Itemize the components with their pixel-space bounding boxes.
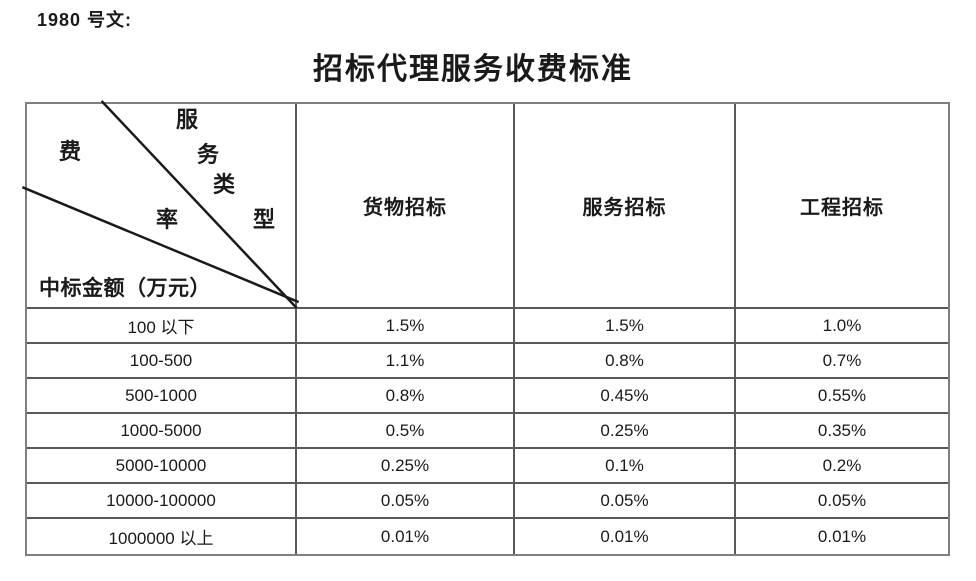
- rate-value: 0.01%: [297, 519, 515, 554]
- row-label: 10000-100000: [27, 484, 297, 519]
- column-header-service: 服务招标: [515, 104, 736, 309]
- diagonal-split-lines: [21, 100, 300, 309]
- rate-value: 0.2%: [736, 449, 948, 484]
- rate-value: 1.1%: [297, 344, 515, 379]
- corner-char-service-type: 类: [213, 172, 236, 197]
- rate-value: 0.05%: [297, 484, 515, 519]
- rate-value: 0.5%: [297, 414, 515, 449]
- fee-standard-table: 服 务 类 型 费 率 中标金额（万元） 货物招标 服务招标 工程招标 100 …: [21, 100, 950, 556]
- corner-char-service-type: 型: [253, 207, 276, 232]
- corner-char-rate: 费: [59, 139, 82, 164]
- row-label: 1000000 以上: [27, 519, 297, 554]
- rate-value: 0.1%: [515, 449, 736, 484]
- rate-value: 0.45%: [515, 379, 736, 414]
- column-header-engineering: 工程招标: [736, 104, 948, 309]
- rate-value: 0.05%: [736, 484, 948, 519]
- rate-value: 1.5%: [297, 309, 515, 344]
- rate-value: 0.25%: [515, 414, 736, 449]
- rate-value: 0.25%: [297, 449, 515, 484]
- corner-header-cell: 服 务 类 型 费 率 中标金额（万元）: [21, 100, 300, 309]
- rate-value: 0.8%: [515, 344, 736, 379]
- rate-value: 0.35%: [736, 414, 948, 449]
- row-axis-label: 中标金额（万元）: [39, 276, 211, 300]
- row-label: 5000-10000: [27, 449, 297, 484]
- corner-char-service-type: 务: [197, 142, 220, 167]
- row-label: 1000-5000: [27, 414, 297, 449]
- rate-value: 0.05%: [515, 484, 736, 519]
- rate-value: 0.01%: [817, 526, 867, 546]
- rate-value: 1.0%: [736, 309, 948, 344]
- rate-value: 0.01%: [515, 519, 736, 554]
- doc-number-label: 1980 号文:: [37, 10, 133, 30]
- rate-value: 0.8%: [297, 379, 515, 414]
- rate-value: 0.7%: [736, 344, 948, 379]
- row-label: 100 以下: [27, 309, 297, 344]
- corner-char-rate: 率: [156, 207, 179, 232]
- column-header-goods: 货物招标: [297, 104, 515, 309]
- row-label: 100-500: [27, 344, 297, 379]
- rate-value: 0.55%: [736, 379, 948, 414]
- diagonal-line-lower: [21, 186, 300, 304]
- row-label: 500-1000: [27, 379, 297, 414]
- diagonal-line-upper: [100, 100, 298, 309]
- corner-char-service-type: 服: [176, 107, 199, 132]
- page-title: 招标代理服务收费标准: [313, 53, 633, 86]
- rate-value: 1.5%: [515, 309, 736, 344]
